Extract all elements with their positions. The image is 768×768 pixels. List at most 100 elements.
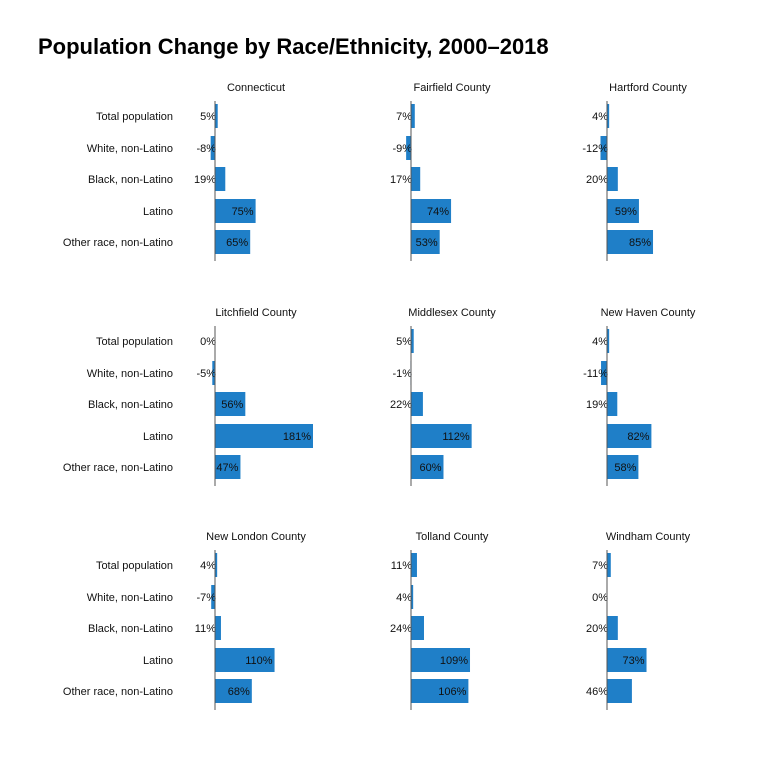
category-label: Black, non-Latino: [88, 174, 173, 186]
category-label: Other race, non-Latino: [63, 237, 173, 249]
data-label: 24%: [390, 623, 412, 635]
chart-title: Population Change by Race/Ethnicity, 200…: [38, 34, 549, 59]
bar-tolland-county-black-non-latino: [411, 616, 424, 640]
bar-connecticut-white-non-latino: [210, 136, 215, 160]
category-label: White, non-Latino: [87, 592, 173, 604]
panel-title-new-haven-county: New Haven County: [601, 307, 696, 319]
bar-tolland-county-latino: [411, 648, 471, 672]
category-label: Other race, non-Latino: [63, 462, 173, 474]
data-label: -5%: [196, 368, 216, 380]
data-label: 5%: [396, 336, 412, 348]
bar-new-haven-county-total-population: [607, 329, 610, 353]
category-label: Latino: [143, 206, 173, 218]
bar-new-london-county-total-population: [215, 553, 218, 577]
data-label: 0%: [200, 336, 216, 348]
data-label: 11%: [391, 560, 412, 572]
bar-fairfield-county-total-population: [411, 104, 415, 128]
data-label: 109%: [440, 655, 468, 667]
panel-title-middlesex-county: Middlesex County: [408, 307, 496, 319]
bar-new-london-county-white-non-latino: [211, 585, 215, 609]
bar-windham-county-black-non-latino: [607, 616, 618, 640]
panel-title-fairfield-county: Fairfield County: [413, 82, 491, 94]
panel-title-tolland-county: Tolland County: [416, 531, 489, 543]
panel-title-windham-county: Windham County: [606, 531, 691, 543]
panel-title-connecticut: Connecticut: [227, 82, 285, 94]
category-label: White, non-Latino: [87, 143, 173, 155]
bar-connecticut-black-non-latino: [215, 167, 226, 191]
data-label: 20%: [586, 623, 608, 635]
bar-new-london-county-other-race-non-latino: [215, 679, 252, 703]
bar-windham-county-total-population: [607, 553, 611, 577]
bar-fairfield-county-white-non-latino: [406, 136, 411, 160]
data-label: 65%: [226, 237, 248, 249]
data-label: 46%: [586, 686, 608, 698]
panel-title-hartford-county: Hartford County: [609, 82, 687, 94]
data-label: 85%: [629, 237, 651, 249]
data-label: 7%: [396, 111, 412, 123]
category-label: Latino: [143, 431, 173, 443]
bar-hartford-county-total-population: [607, 104, 610, 128]
bar-hartford-county-white-non-latino: [600, 136, 607, 160]
bar-fairfield-county-other-race-non-latino: [411, 230, 440, 254]
data-label: 5%: [200, 111, 216, 123]
data-label: 60%: [419, 462, 441, 474]
data-label: 58%: [614, 462, 636, 474]
category-label: Total population: [96, 560, 173, 572]
data-label: 82%: [627, 431, 649, 443]
data-label: 47%: [216, 462, 238, 474]
bar-new-haven-county-other-race-non-latino: [607, 455, 639, 479]
data-label: 20%: [586, 174, 608, 186]
bar-middlesex-county-total-population: [411, 329, 414, 353]
data-label: 59%: [615, 206, 637, 218]
bar-litchfield-county-black-non-latino: [215, 392, 246, 416]
category-label: Black, non-Latino: [88, 623, 173, 635]
data-label: 4%: [200, 560, 216, 572]
data-label: 110%: [245, 655, 273, 667]
data-label: 11%: [195, 623, 216, 635]
category-label: Total population: [96, 336, 173, 348]
bar-fairfield-county-latino: [411, 199, 452, 223]
bar-windham-county-latino: [607, 648, 647, 672]
bar-litchfield-county-other-race-non-latino: [215, 455, 241, 479]
bar-tolland-county-white-non-latino: [411, 585, 414, 609]
data-label: 75%: [232, 206, 254, 218]
category-label: White, non-Latino: [87, 368, 173, 380]
data-label: 56%: [221, 399, 243, 411]
data-label: 112%: [442, 431, 470, 443]
bar-middlesex-county-black-non-latino: [411, 392, 423, 416]
bar-middlesex-county-other-race-non-latino: [411, 455, 444, 479]
data-label: 181%: [283, 431, 311, 443]
data-label: -8%: [196, 143, 216, 155]
data-label: 4%: [592, 111, 608, 123]
bar-new-haven-county-latino: [607, 424, 652, 448]
bar-new-haven-county-black-non-latino: [607, 392, 618, 416]
bar-new-london-county-latino: [215, 648, 275, 672]
data-label: 0%: [592, 592, 608, 604]
data-label: -11%: [583, 368, 608, 380]
bar-fairfield-county-black-non-latino: [411, 167, 421, 191]
data-label: 53%: [416, 237, 438, 249]
data-label: -12%: [582, 143, 608, 155]
data-label: 4%: [396, 592, 412, 604]
data-label: 73%: [622, 655, 644, 667]
bar-hartford-county-black-non-latino: [607, 167, 618, 191]
bar-litchfield-county-white-non-latino: [212, 361, 215, 385]
data-label: 74%: [427, 206, 449, 218]
data-label: 4%: [592, 336, 608, 348]
bar-middlesex-county-latino: [411, 424, 472, 448]
bar-connecticut-other-race-non-latino: [215, 230, 251, 254]
bar-hartford-county-other-race-non-latino: [607, 230, 654, 254]
panel-title-litchfield-county: Litchfield County: [215, 307, 297, 319]
category-label: Other race, non-Latino: [63, 686, 173, 698]
data-label: 106%: [438, 686, 466, 698]
bar-windham-county-other-race-non-latino: [607, 679, 632, 703]
category-label: Black, non-Latino: [88, 399, 173, 411]
bar-hartford-county-latino: [607, 199, 639, 223]
data-label: -1%: [392, 368, 412, 380]
bar-connecticut-latino: [215, 199, 256, 223]
panel-title-new-london-county: New London County: [206, 531, 306, 543]
bar-new-haven-county-white-non-latino: [601, 361, 607, 385]
data-label: 22%: [390, 399, 412, 411]
category-label: Latino: [143, 655, 173, 667]
